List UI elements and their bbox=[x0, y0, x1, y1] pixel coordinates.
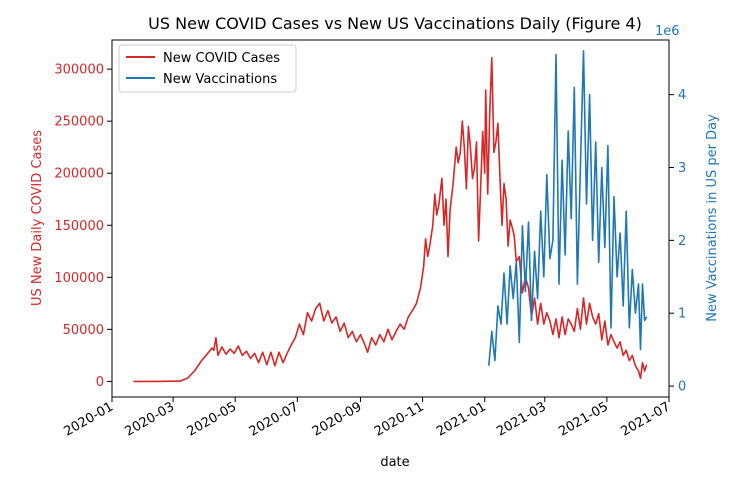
x-tick-label: 2021-01 bbox=[434, 399, 489, 439]
right-axis-multiplier: 1e6 bbox=[655, 24, 680, 39]
series-line-new-vaccinations bbox=[488, 50, 648, 366]
x-tick-label: 2020-01 bbox=[61, 399, 116, 439]
y-axis-left-ticks: 0 50000 100000 150000 200000 250000 300000 bbox=[54, 63, 112, 390]
y-left-tick-label: 100000 bbox=[54, 271, 104, 286]
legend-label-cases: New COVID Cases bbox=[163, 51, 280, 66]
y-right-tick-label: 4 bbox=[678, 88, 686, 103]
y-left-tick-label: 0 bbox=[96, 375, 104, 390]
x-tick-label: 2020-09 bbox=[310, 399, 365, 439]
x-axis-label: date bbox=[380, 455, 409, 470]
chart-title: US New COVID Cases vs New US Vaccination… bbox=[148, 14, 642, 33]
x-tick-label: 2021-07 bbox=[618, 399, 673, 439]
legend-label-vaccinations: New Vaccinations bbox=[163, 72, 277, 87]
series-line-new-covid-cases bbox=[133, 56, 648, 383]
x-tick-label: 2021-03 bbox=[494, 399, 549, 439]
y-left-tick-label: 250000 bbox=[54, 115, 104, 130]
y-right-tick-label: 3 bbox=[678, 161, 686, 176]
legend-box bbox=[118, 44, 297, 93]
y-axis-right-ticks: 0 1 2 3 4 bbox=[669, 88, 686, 395]
y-left-tick-label: 50000 bbox=[63, 323, 104, 338]
y-axis-right-label: New Vaccinations in US per Day bbox=[705, 114, 720, 322]
x-tick-label: 2021-05 bbox=[556, 399, 611, 439]
x-tick-label: 2020-03 bbox=[123, 399, 178, 439]
y-right-tick-label: 1 bbox=[678, 307, 686, 322]
x-axis-ticks: 2020-01 2020-03 2020-05 2020-07 2020-09 2020-… bbox=[61, 397, 673, 440]
x-tick-label: 2020-07 bbox=[247, 399, 302, 439]
y-left-tick-label: 150000 bbox=[54, 219, 104, 234]
x-tick-label: 2020-05 bbox=[185, 399, 240, 439]
y-right-tick-label: 2 bbox=[678, 234, 686, 249]
y-left-tick-label: 200000 bbox=[54, 167, 104, 182]
y-right-tick-label: 0 bbox=[678, 380, 686, 395]
plot-frame bbox=[111, 39, 670, 398]
y-left-tick-label: 300000 bbox=[54, 63, 104, 78]
x-tick-label: 2020-11 bbox=[372, 399, 427, 439]
plot-background bbox=[112, 40, 669, 397]
y-axis-left-label: US New Daily COVID Cases bbox=[30, 130, 45, 306]
legend: New COVID Cases New Vaccinations bbox=[118, 44, 297, 93]
